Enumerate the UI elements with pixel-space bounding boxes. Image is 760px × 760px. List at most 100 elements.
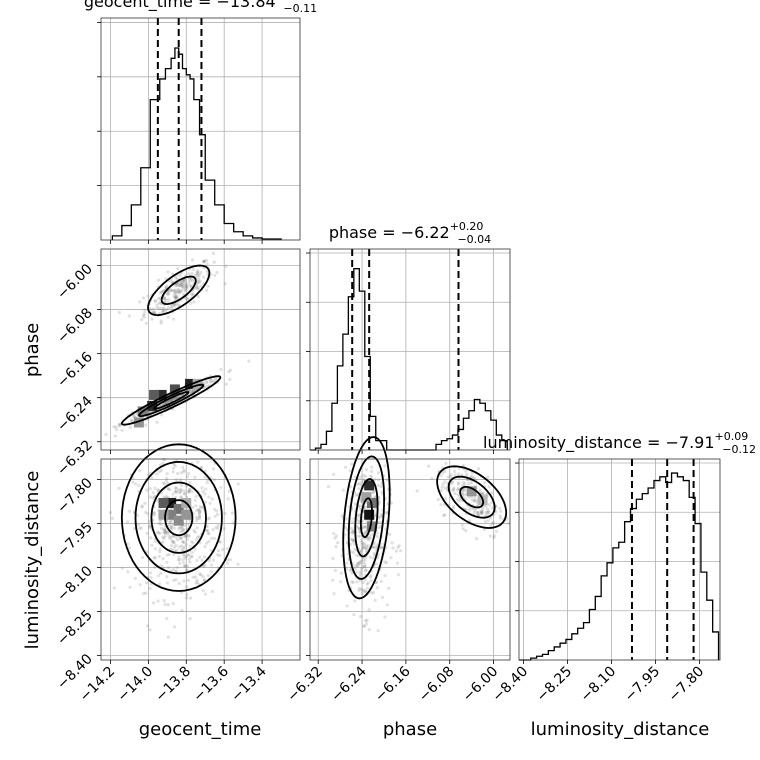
sample-point: [161, 461, 165, 465]
sample-point: [162, 527, 166, 531]
sample-point: [373, 545, 377, 550]
sample-point: [189, 540, 194, 544]
sample-point: [172, 578, 176, 582]
sample-point: [170, 272, 174, 276]
sample-point: [191, 292, 195, 296]
sample-point: [181, 540, 185, 544]
sample-point: [190, 554, 194, 558]
sample-point: [494, 529, 498, 533]
sample-point: [140, 317, 144, 322]
sample-point: [159, 413, 164, 417]
sample-point: [165, 553, 169, 557]
sample-point: [449, 473, 453, 477]
sample-point: [360, 565, 364, 569]
sample-point: [390, 541, 394, 545]
sample-point: [461, 494, 466, 498]
sample-point: [206, 284, 210, 288]
sample-point: [185, 596, 189, 600]
sample-point: [184, 284, 188, 288]
sample-point: [207, 540, 211, 544]
y-tick-label: −6.24: [54, 393, 96, 435]
sample-point: [153, 511, 157, 515]
sample-point: [145, 531, 149, 536]
sample-point: [209, 380, 213, 384]
sample-point: [148, 628, 152, 632]
sample-point: [165, 476, 169, 480]
sample-point: [153, 539, 158, 543]
sample-point: [156, 488, 160, 492]
sample-point: [451, 506, 455, 510]
sample-point: [153, 565, 157, 569]
sample-point: [165, 291, 169, 295]
sample-point: [361, 477, 365, 482]
sample-point: [168, 520, 172, 524]
sample-point: [193, 273, 198, 277]
sample-point: [369, 533, 373, 537]
axis-label-x-phase: phase: [383, 719, 437, 740]
sample-point: [198, 555, 202, 559]
sample-point: [190, 489, 194, 494]
sample-point: [442, 513, 446, 518]
sample-point: [189, 555, 193, 559]
sample-point: [164, 276, 168, 281]
sample-point: [225, 561, 230, 565]
x-tick-label: −14.0: [115, 664, 157, 706]
sample-point: [138, 526, 142, 531]
sample-point: [333, 568, 338, 572]
sample-point: [155, 303, 159, 307]
sample-point: [174, 295, 178, 299]
sample-point: [141, 296, 146, 300]
sample-point: [451, 504, 456, 508]
sample-point: [194, 538, 199, 542]
contour-line-geocent_time-vs-luminosity_distance: [150, 481, 207, 554]
sample-point: [374, 580, 379, 585]
sample-point: [184, 535, 188, 539]
sample-point: [204, 487, 208, 491]
sample-point: [176, 488, 181, 492]
sample-point: [461, 492, 465, 496]
sample-point: [227, 370, 231, 374]
sample-point: [350, 571, 354, 575]
sample-point: [211, 467, 216, 471]
sample-point: [198, 572, 202, 576]
sample-point: [366, 536, 370, 541]
title-geocent_time: geocent_time = −13.84+0.12−0.11: [84, 0, 317, 15]
sample-point: [173, 489, 177, 493]
sample-point: [224, 382, 229, 386]
contour-line-geocent_time-vs-phase: [138, 383, 205, 418]
sample-point: [376, 478, 381, 482]
sample-point: [174, 291, 178, 295]
sample-point: [159, 321, 163, 325]
sample-point: [195, 270, 199, 274]
sample-point: [182, 470, 186, 474]
sample-point: [489, 524, 493, 528]
title-lower-error: −0.12: [722, 443, 756, 456]
sample-point: [179, 280, 183, 284]
sample-point: [376, 471, 381, 475]
sample-point: [170, 306, 174, 310]
sample-point: [180, 609, 184, 613]
y-tick-label: −7.80: [54, 475, 96, 517]
sample-point: [394, 549, 398, 553]
sample-point: [201, 275, 206, 279]
sample-point: [350, 462, 354, 466]
sample-point: [397, 544, 401, 548]
sample-point: [383, 464, 387, 468]
sample-point: [167, 290, 171, 294]
sample-point: [210, 589, 215, 594]
sample-point: [371, 490, 375, 494]
sample-point: [440, 485, 444, 489]
sample-point: [216, 553, 220, 557]
sample-point: [158, 547, 162, 551]
sample-point: [163, 531, 167, 535]
sample-point: [170, 539, 174, 543]
sample-point: [118, 424, 122, 428]
sample-point: [198, 504, 202, 509]
sample-point: [215, 512, 220, 517]
sample-point: [166, 293, 170, 297]
sample-point: [161, 557, 165, 561]
sample-point: [163, 531, 168, 536]
sample-point: [169, 305, 173, 309]
sample-point: [199, 573, 203, 577]
sample-point: [218, 540, 223, 544]
